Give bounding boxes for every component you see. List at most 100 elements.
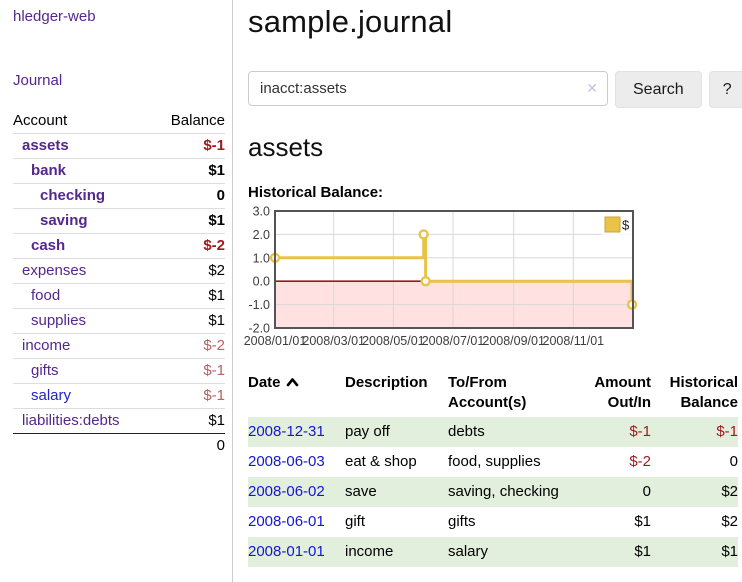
transaction-row[interactable]: 2008-01-01 income salary $1 $1 bbox=[248, 537, 738, 567]
transaction-amount: $-2 bbox=[629, 453, 651, 470]
transaction-date-link[interactable]: 2008-06-01 bbox=[248, 513, 325, 530]
account-row-cash: cash $-2 bbox=[13, 232, 225, 258]
svg-text:-2.0: -2.0 bbox=[248, 322, 270, 336]
account-row-bank: bank $1 bbox=[13, 157, 225, 183]
account-link-income[interactable]: income bbox=[22, 337, 71, 354]
account-link-cash[interactable]: cash bbox=[31, 237, 66, 254]
transaction-accounts: saving, checking bbox=[448, 477, 588, 507]
account-link-saving[interactable]: saving bbox=[40, 212, 88, 229]
account-heading: assets bbox=[248, 132, 324, 162]
account-link-gifts[interactable]: gifts bbox=[31, 362, 59, 379]
account-balance: $-2 bbox=[153, 232, 225, 258]
header-amount[interactable]: Amount Out/In bbox=[594, 374, 651, 411]
transaction-description: pay off bbox=[345, 417, 448, 447]
sidebar: hledger-web Journal Account Balance asse… bbox=[0, 0, 233, 582]
account-balance: $1 bbox=[153, 282, 225, 308]
historical-balance-chart[interactable]: $3.0 2.0 1.0 0.0 -1.0 -2.0 2008/01/01 2008/03/0… bbox=[244, 205, 640, 350]
search-input[interactable] bbox=[248, 71, 608, 106]
account-balance: $-2 bbox=[153, 332, 225, 358]
transaction-amount: $1 bbox=[634, 513, 651, 530]
accounts-header-balance: Balance bbox=[170, 112, 225, 130]
header-date[interactable]: Date bbox=[248, 371, 345, 417]
search-bar: ✕ Search ? bbox=[248, 71, 742, 108]
account-row-checking: checking 0 bbox=[13, 182, 225, 208]
account-balance: $2 bbox=[153, 257, 225, 283]
svg-text:2008/07/01: 2008/07/01 bbox=[422, 334, 485, 348]
transaction-row[interactable]: 2008-12-31 pay off debts $-1 $-1 bbox=[248, 417, 738, 447]
chart-title: Historical Balance: bbox=[248, 184, 384, 201]
account-link-assets[interactable]: assets bbox=[22, 137, 69, 154]
clear-search-icon[interactable]: ✕ bbox=[586, 80, 598, 96]
account-link-checking[interactable]: checking bbox=[40, 187, 106, 204]
account-balance: $-1 bbox=[153, 357, 225, 383]
account-row-gifts: gifts $-1 bbox=[13, 357, 225, 383]
transaction-description: gift bbox=[345, 513, 366, 530]
main-content: sample.journal ✕ Search ? assets Histori… bbox=[233, 0, 742, 582]
account-row-income: income $-2 bbox=[13, 332, 225, 358]
account-link-bank[interactable]: bank bbox=[31, 162, 67, 179]
sidebar-item-journal[interactable]: Journal bbox=[13, 72, 63, 89]
search-help-button[interactable]: ? bbox=[708, 71, 742, 108]
transaction-description: save bbox=[345, 477, 448, 507]
app-brand-link[interactable]: hledger-web bbox=[13, 8, 96, 25]
transaction-amount: $-1 bbox=[588, 417, 651, 447]
svg-text:-1.0: -1.0 bbox=[248, 298, 270, 312]
header-accounts[interactable]: To/From Account(s) bbox=[448, 374, 527, 411]
transaction-description: eat & shop bbox=[345, 453, 417, 470]
account-link-food[interactable]: food bbox=[31, 287, 61, 304]
chart-canvas: $3.0 2.0 1.0 0.0 -1.0 -2.02008/01/012008/03/0… bbox=[244, 205, 638, 348]
account-link-liabilities-debts[interactable]: liabilities:debts bbox=[22, 412, 120, 429]
account-row-saving: saving $1 bbox=[13, 207, 225, 233]
transaction-balance: $2 bbox=[651, 477, 738, 507]
accounts-header-account: Account bbox=[13, 112, 68, 130]
transaction-balance: 0 bbox=[729, 453, 738, 470]
account-row-food: food $1 bbox=[13, 282, 225, 308]
account-link-salary[interactable]: salary bbox=[31, 387, 72, 404]
svg-text:1.0: 1.0 bbox=[253, 251, 270, 265]
svg-text:0.0: 0.0 bbox=[253, 275, 270, 289]
svg-text:2.0: 2.0 bbox=[253, 228, 270, 242]
account-row-salary: salary $-1 bbox=[13, 382, 225, 408]
transaction-balance: $2 bbox=[721, 513, 738, 530]
svg-text:2008/11/01: 2008/11/01 bbox=[543, 334, 605, 348]
sort-ascending-icon bbox=[286, 373, 299, 393]
header-description[interactable]: Description bbox=[345, 374, 428, 391]
account-link-supplies[interactable]: supplies bbox=[31, 312, 87, 329]
transaction-accounts: gifts bbox=[448, 513, 476, 530]
account-row-expenses: expenses $2 bbox=[13, 257, 225, 283]
account-balance: $-1 bbox=[153, 382, 225, 408]
account-link-expenses[interactable]: expenses bbox=[22, 262, 87, 279]
account-row-supplies: supplies $1 bbox=[13, 307, 225, 333]
transaction-row[interactable]: 2008-06-02 save saving, checking 0 $2 bbox=[248, 477, 738, 507]
transaction-date-link[interactable]: 2008-06-03 bbox=[248, 453, 325, 470]
account-balance: $1 bbox=[153, 307, 225, 333]
transaction-date-link[interactable]: 2008-06-02 bbox=[248, 483, 325, 500]
header-balance[interactable]: Historical Balance bbox=[669, 374, 738, 411]
svg-text:2008/05/01: 2008/05/01 bbox=[362, 334, 425, 348]
accounts-table: Account Balance assets $-1 bank $1 check… bbox=[13, 109, 225, 458]
transactions-header-row: Date Description To/From Account(s) Amou… bbox=[248, 371, 738, 417]
search-input-wrapper: ✕ bbox=[248, 71, 608, 106]
svg-text:3.0: 3.0 bbox=[253, 205, 270, 219]
transaction-balance: $-1 bbox=[651, 417, 738, 447]
svg-text:$: $ bbox=[622, 218, 630, 233]
transaction-row[interactable]: 2008-06-01 gift gifts $1 $2 bbox=[248, 507, 738, 537]
accounts-total-value: 0 bbox=[153, 432, 225, 458]
search-button[interactable]: Search bbox=[615, 71, 702, 108]
svg-text:2008/09/01: 2008/09/01 bbox=[482, 334, 545, 348]
transaction-amount: $1 bbox=[588, 537, 651, 567]
transaction-accounts: salary bbox=[448, 537, 588, 567]
account-balance: $-1 bbox=[153, 132, 225, 158]
accounts-header-row: Account Balance bbox=[13, 109, 225, 133]
account-balance: 0 bbox=[153, 182, 225, 208]
transaction-date-link[interactable]: 2008-01-01 bbox=[248, 543, 325, 560]
account-row-assets: assets $-1 bbox=[13, 132, 225, 158]
transaction-date-link[interactable]: 2008-12-31 bbox=[248, 423, 325, 440]
transactions-table: Date Description To/From Account(s) Amou… bbox=[248, 371, 738, 567]
accounts-total-row: 0 bbox=[13, 432, 225, 458]
account-balance: $1 bbox=[153, 407, 225, 433]
transaction-description: income bbox=[345, 537, 448, 567]
transaction-row[interactable]: 2008-06-03 eat & shop food, supplies $-2… bbox=[248, 447, 738, 477]
svg-text:2008/03/01: 2008/03/01 bbox=[302, 334, 365, 348]
svg-text:2008/01/01: 2008/01/01 bbox=[244, 334, 307, 348]
